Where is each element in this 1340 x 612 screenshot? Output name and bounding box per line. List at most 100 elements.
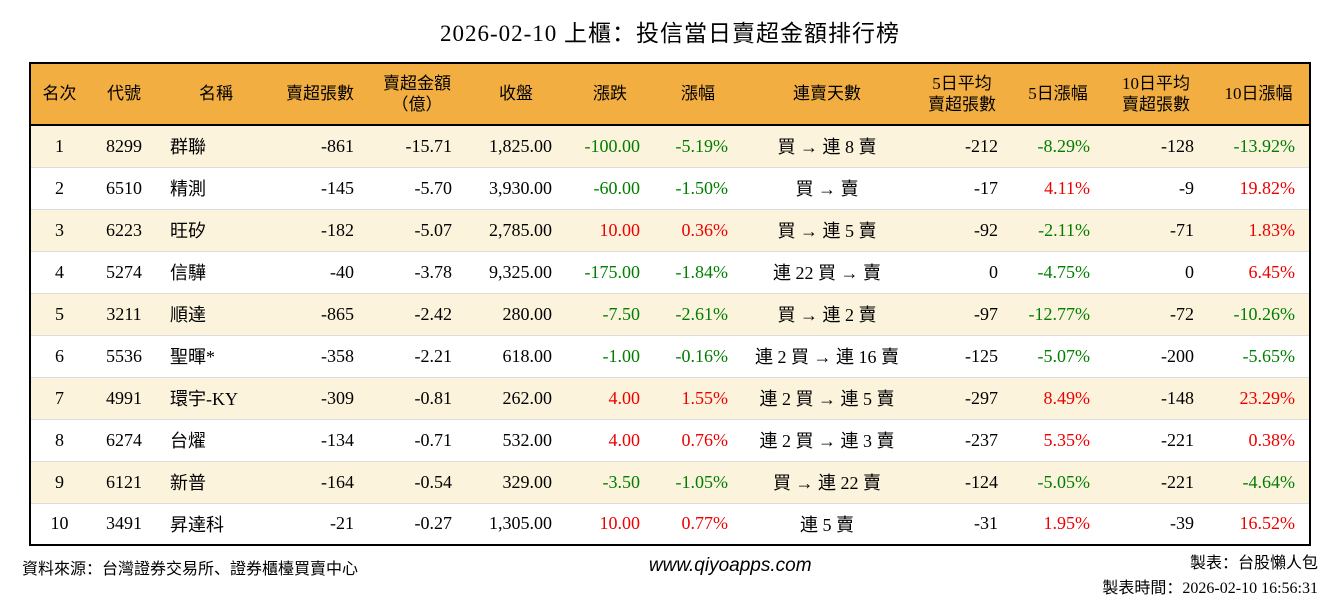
cell-pct5: -4.75% xyxy=(1037,261,1091,282)
cell-pct5: -12.77% xyxy=(1028,303,1091,324)
page-title: 2026-02-10 上櫃：投信當日賣超金額排行榜 xyxy=(439,21,901,46)
cell-avg5: -97 xyxy=(974,303,998,324)
cell-avg5: -297 xyxy=(965,387,998,408)
column-header-name: 名稱 xyxy=(160,63,272,126)
cell-pct5: -5.07% xyxy=(1037,345,1091,366)
column-header-pct10: 10日漲幅 xyxy=(1208,63,1310,126)
cell-change_pct: -0.16% xyxy=(675,345,729,366)
cell-close: 1,825.00 xyxy=(489,135,552,156)
cell-streak: 買 → 連 5 賣 xyxy=(777,221,877,241)
cell-pct5: 4.11% xyxy=(1044,177,1090,198)
column-header-code: 代號 xyxy=(88,63,160,126)
cell-code: 6510 xyxy=(106,177,142,198)
cell-code: 6121 xyxy=(106,471,142,492)
cell-avg10: -39 xyxy=(1170,513,1194,534)
cell-name: 旺矽 xyxy=(170,221,206,241)
table-body: 1 8299 群聯 -861 -15.71 1,825.00 -100.00 -5.19% 買 … xyxy=(30,125,1310,545)
cell-streak: 連 5 賣 xyxy=(800,514,854,535)
cell-pct10: 16.52% xyxy=(1239,513,1296,534)
cell-pct10: 23.29% xyxy=(1239,387,1296,408)
cell-avg5: -92 xyxy=(974,219,998,240)
cell-name: 昇達科 xyxy=(170,514,224,535)
cell-close: 1,305.00 xyxy=(489,513,552,534)
cell-change: -3.50 xyxy=(602,471,641,492)
cell-streak: 買 → 連 22 賣 xyxy=(773,473,881,493)
table-row: 5 3211 順達 -865 -2.42 280.00 -7.50 -2.61% 買 → 連 2… xyxy=(30,293,1310,335)
cell-name: 環宇-KY xyxy=(170,389,238,409)
maker-block: 製表：台股懶人包 製表時間：2026-02-10 16:56:31 xyxy=(1102,552,1318,602)
cell-change_pct: -1.05% xyxy=(675,471,729,492)
cell-code: 3491 xyxy=(106,513,142,534)
cell-rank: 3 xyxy=(55,219,64,240)
column-header-sell_amount: 賣超金額 （億） xyxy=(368,63,466,126)
cell-streak: 連 2 買 → 連 5 賣 xyxy=(759,389,895,409)
cell-sell_shares: -145 xyxy=(321,177,354,198)
cell-sell_shares: -861 xyxy=(321,135,354,156)
cell-avg10: 0 xyxy=(1185,261,1194,282)
cell-rank: 5 xyxy=(55,303,64,324)
cell-code: 3211 xyxy=(106,303,142,324)
cell-sell_shares: -182 xyxy=(321,219,354,240)
cell-avg10: -221 xyxy=(1161,471,1194,492)
cell-name: 順達 xyxy=(170,305,206,325)
table-row: 4 5274 信驊 -40 -3.78 9,325.00 -175.00 -1.84% 連 22… xyxy=(30,251,1310,293)
cell-close: 262.00 xyxy=(502,387,553,408)
cell-pct10: -13.92% xyxy=(1233,135,1296,156)
cell-pct5: 5.35% xyxy=(1043,429,1091,450)
cell-avg5: -237 xyxy=(965,429,998,450)
column-header-streak: 連賣天數 xyxy=(742,63,912,126)
cell-sell_amount: -0.71 xyxy=(414,429,453,450)
author-label: 製表：台股懶人包 xyxy=(1189,555,1318,572)
header-row: 名次 代號 名稱 賣超張數 賣超金額 （億） 收盤 漲跌 漲幅 連賣天數 5日平均 賣超張數 5日漲… xyxy=(30,63,1310,126)
cell-close: 532.00 xyxy=(502,429,553,450)
cell-sell_amount: -2.21 xyxy=(414,345,453,366)
cell-code: 6223 xyxy=(106,219,142,240)
cell-name: 聖暉* xyxy=(170,347,215,367)
cell-change: -1.00 xyxy=(602,345,641,366)
cell-close: 618.00 xyxy=(502,345,553,366)
column-header-avg10: 10日平均 賣超張數 xyxy=(1104,63,1208,126)
cell-rank: 8 xyxy=(55,429,64,450)
cell-rank: 10 xyxy=(50,513,69,534)
cell-code: 6274 xyxy=(106,429,142,450)
cell-code: 8299 xyxy=(106,135,142,156)
cell-streak: 連 2 買 → 連 3 賣 xyxy=(759,431,895,451)
timestamp-label: 製表時間：2026-02-10 16:56:31 xyxy=(1102,579,1318,597)
cell-change_pct: 0.76% xyxy=(681,429,729,450)
cell-avg10: -9 xyxy=(1179,177,1194,198)
cell-code: 5536 xyxy=(106,345,142,366)
cell-change: 10.00 xyxy=(599,513,641,534)
cell-pct10: -5.65% xyxy=(1242,345,1296,366)
cell-avg10: -71 xyxy=(1170,219,1194,240)
column-header-pct5: 5日漲幅 xyxy=(1012,63,1104,126)
column-header-avg5: 5日平均 賣超張數 xyxy=(912,63,1012,126)
table-row: 2 6510 精測 -145 -5.70 3,930.00 -60.00 -1.50% 買 → … xyxy=(30,167,1310,209)
footer: 資料來源：台灣證券交易所、證券櫃檯買賣中心 www.qiyoapps.com 製… xyxy=(22,552,1318,602)
cell-change: -7.50 xyxy=(602,303,641,324)
cell-sell_amount: -0.27 xyxy=(414,513,453,534)
table-row: 6 5536 聖暉* -358 -2.21 618.00 -1.00 -0.16% 連 2 買 … xyxy=(30,335,1310,377)
cell-sell_shares: -40 xyxy=(330,261,354,282)
cell-pct10: 0.38% xyxy=(1248,429,1296,450)
table-row: 7 4991 環宇-KY -309 -0.81 262.00 4.00 1.55% 連 2 買 … xyxy=(30,377,1310,419)
cell-close: 3,930.00 xyxy=(489,177,552,198)
cell-sell_amount: -3.78 xyxy=(414,261,453,282)
cell-rank: 9 xyxy=(55,471,64,492)
cell-change_pct: -2.61% xyxy=(675,303,729,324)
table-row: 9 6121 新普 -164 -0.54 329.00 -3.50 -1.05% 買 → 連 2… xyxy=(30,461,1310,503)
cell-name: 精測 xyxy=(170,179,206,199)
column-header-change: 漲跌 xyxy=(566,63,654,126)
cell-streak: 連 2 買 → 連 16 賣 xyxy=(755,347,899,367)
table-row: 3 6223 旺矽 -182 -5.07 2,785.00 10.00 0.36% 買 → 連 … xyxy=(30,209,1310,251)
cell-change_pct: -5.19% xyxy=(675,135,729,156)
cell-change_pct: 0.77% xyxy=(681,513,729,534)
cell-pct5: 8.49% xyxy=(1043,387,1091,408)
cell-close: 9,325.00 xyxy=(489,261,552,282)
column-header-close: 收盤 xyxy=(466,63,566,126)
table-header: 名次 代號 名稱 賣超張數 賣超金額 （億） 收盤 漲跌 漲幅 連賣天數 5日平均 賣超張數 5日漲… xyxy=(30,63,1310,126)
cell-sell_shares: -21 xyxy=(330,513,354,534)
cell-sell_amount: -5.07 xyxy=(414,219,453,240)
cell-pct10: -10.26% xyxy=(1233,303,1296,324)
cell-name: 信驊 xyxy=(170,263,206,283)
cell-avg10: -148 xyxy=(1161,387,1194,408)
